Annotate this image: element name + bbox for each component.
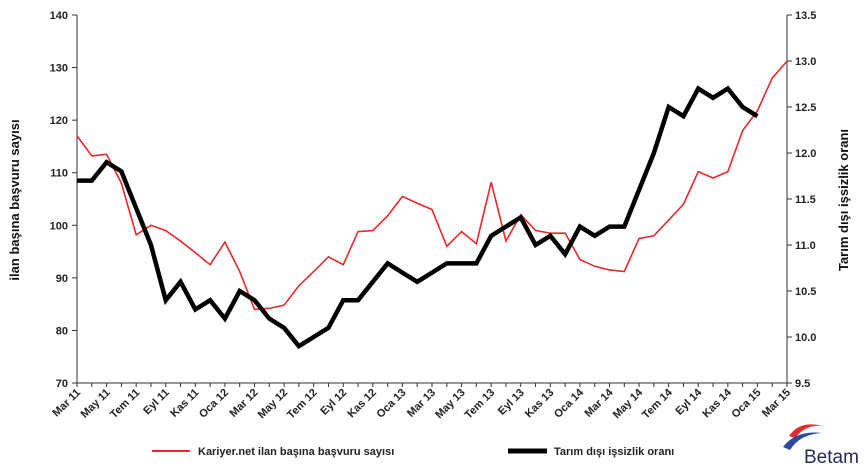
series-layer	[76, 60, 788, 350]
legend-label-black: Tarım dışı işsizlik oranı	[554, 446, 674, 458]
x-tick-label: Eyl 13	[496, 387, 527, 418]
x-tick-label: May 11	[79, 387, 113, 421]
x-tick-label: Kas 12	[345, 387, 379, 421]
left-tick-label: 70	[56, 378, 68, 390]
x-tick-label: Tem 13	[463, 387, 498, 422]
left-axis-title: ilan başına başvuru sayısı	[7, 119, 22, 280]
x-tick-label: Tem 11	[108, 387, 142, 421]
right-tick-label: 13.5	[795, 10, 816, 22]
x-tick-label: Oca 13	[375, 387, 409, 421]
x-tick-label: Eyl 12	[318, 387, 349, 418]
left-tick-label: 90	[56, 273, 68, 285]
x-tick-label: May 14	[611, 386, 646, 421]
right-tick-label: 10.0	[795, 332, 816, 344]
x-tick-label: Mar 13	[405, 387, 438, 420]
right-tick-label: 9.5	[795, 378, 810, 390]
left-tick-label: 100	[50, 220, 68, 232]
applications-per-ad-line	[76, 60, 788, 311]
x-tick-label: Mar 15	[760, 387, 793, 420]
x-tick-label: Kas 11	[168, 387, 201, 420]
x-tick-label: May 12	[256, 387, 290, 421]
logo-swoosh-blue	[783, 432, 822, 450]
right-tick-label: 13.0	[795, 56, 816, 68]
logo-text: Betam	[804, 447, 859, 466]
left-tick-label: 110	[50, 168, 68, 180]
x-tick-label: Kas 13	[523, 387, 557, 421]
x-tick-label: Mar 12	[227, 387, 260, 420]
axes: 70 80 90 100 110 120 130 140 9.5 10.0 10.5 11.0 11.5…	[50, 10, 817, 421]
left-tick-label: 120	[50, 115, 68, 127]
x-tick-label: Eyl 11	[141, 387, 172, 418]
left-tick-label: 80	[56, 325, 68, 337]
legend-label-red: Kariyer.net ilan başına başvuru sayısı	[198, 446, 394, 458]
unemployment-rate-line	[77, 85, 759, 350]
right-axis-title: Tarım dışı işsizlik oranı	[836, 129, 851, 271]
left-tick-label: 140	[50, 10, 68, 22]
x-tick-label: Tem 14	[640, 386, 675, 421]
right-tick-label: 11.0	[795, 240, 816, 252]
right-tick-label: 10.5	[795, 286, 816, 298]
x-tick-label: May 13	[433, 387, 467, 421]
x-tick-label: Mar 14	[582, 386, 616, 420]
left-tick-label: 130	[50, 63, 68, 75]
x-tick-label: Oca 14	[552, 386, 587, 421]
right-tick-label: 11.5	[795, 194, 816, 206]
x-tick-label: Mar 11	[50, 387, 83, 420]
logo-swoosh	[789, 424, 822, 438]
x-tick-label: Oca 15	[730, 387, 764, 421]
right-tick-label: 12.0	[795, 148, 816, 160]
betam-logo: Betam	[783, 424, 859, 466]
x-tick-label: Kas 14	[700, 386, 734, 420]
right-tick-label: 12.5	[795, 102, 816, 114]
legend: Kariyer.net ilan başına başvuru sayısı T…	[152, 446, 674, 458]
x-tick-label: Tem 12	[285, 387, 320, 422]
x-tick-label: Oca 12	[197, 387, 231, 421]
